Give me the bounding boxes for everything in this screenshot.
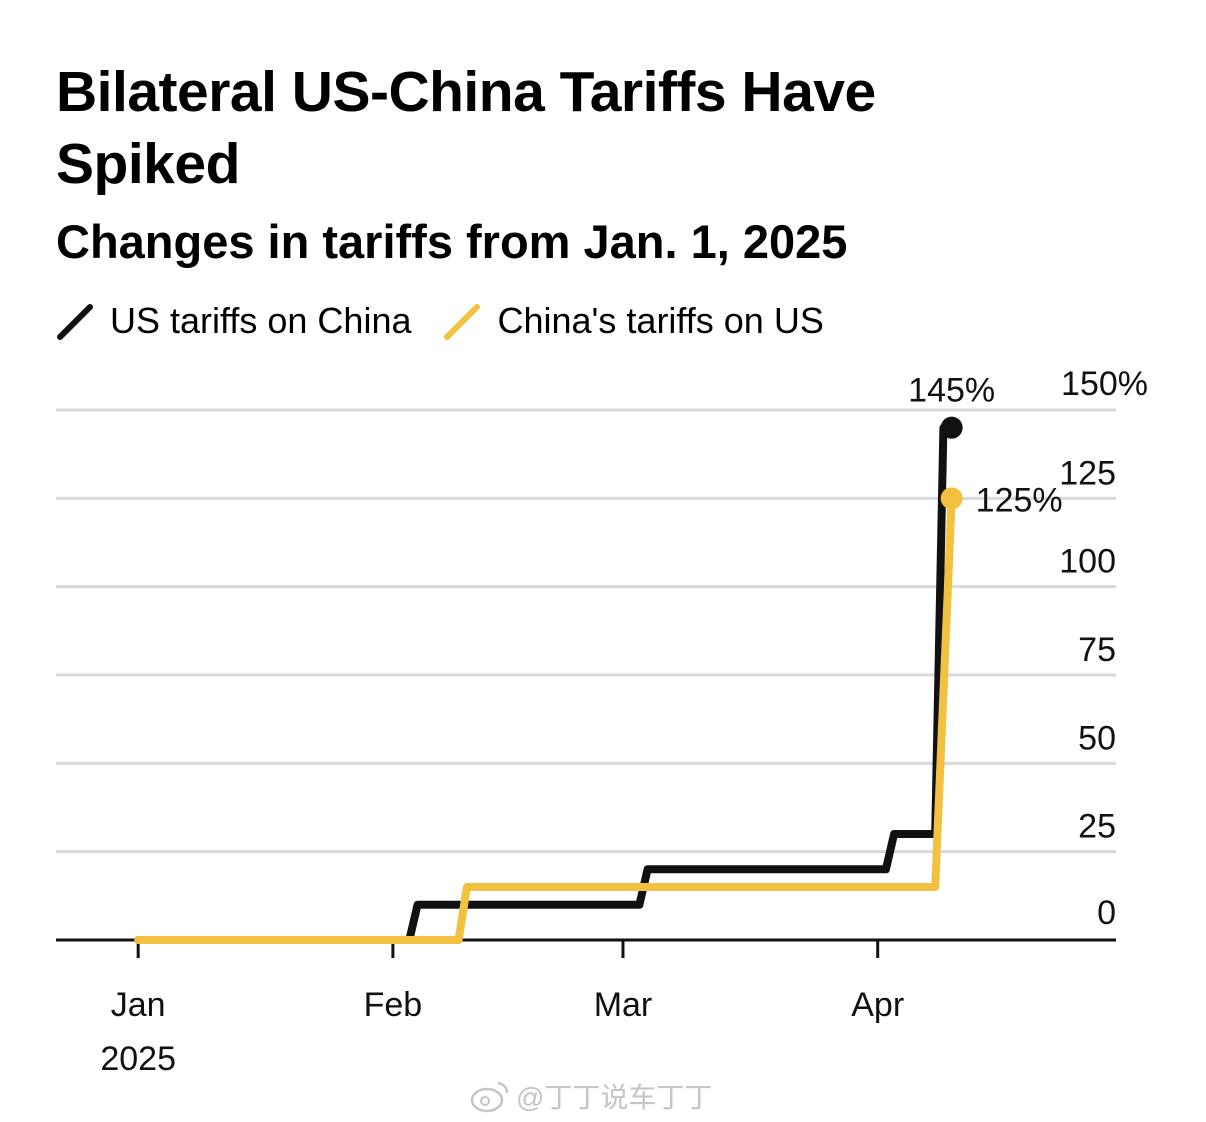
y-tick-label: 125 xyxy=(1059,454,1116,492)
series-endpoint-0 xyxy=(940,416,963,439)
series-line-1 xyxy=(134,494,956,944)
legend-swatch-china-icon xyxy=(444,304,481,340)
y-tick-label: 75 xyxy=(1078,631,1116,669)
legend-item-china: China's tariffs on US xyxy=(443,300,824,342)
series-line-0 xyxy=(134,423,956,944)
x-tick-label: Jan xyxy=(111,986,166,1024)
legend-label-us: US tariffs on China xyxy=(110,300,412,341)
watermark-text: @丁丁说车丁丁 xyxy=(516,1082,713,1113)
y-tick-label: 100 xyxy=(1059,543,1116,581)
legend-swatch-us-icon xyxy=(57,304,93,340)
x-tick-label: Apr xyxy=(851,986,904,1024)
legend: US tariffs on China China's tariffs on U… xyxy=(56,298,824,344)
series-end-label-1: 125% xyxy=(976,481,1063,519)
x-tick-label: Feb xyxy=(364,986,423,1024)
chart-subtitle: Changes in tariffs from Jan. 1, 2025 xyxy=(56,215,848,268)
y-tick-label: 50 xyxy=(1078,719,1116,757)
x-tick-sublabel: 2025 xyxy=(100,1040,176,1078)
y-tick-label: 25 xyxy=(1078,808,1116,846)
weibo-icon xyxy=(470,1081,509,1113)
series-end-label-0: 145% xyxy=(908,372,995,410)
y-tick-label: 150% xyxy=(1061,365,1148,403)
legend-label-china: China's tariffs on US xyxy=(497,300,824,341)
legend-item-us: US tariffs on China xyxy=(56,300,411,342)
y-tick-label: 0 xyxy=(1097,894,1116,932)
series-endpoint-1 xyxy=(940,487,963,510)
x-tick-label: Mar xyxy=(594,986,653,1024)
watermark: @丁丁说车丁丁 xyxy=(470,1076,712,1116)
chart-title: Bilateral US-China Tariffs Have Spiked xyxy=(56,60,876,196)
